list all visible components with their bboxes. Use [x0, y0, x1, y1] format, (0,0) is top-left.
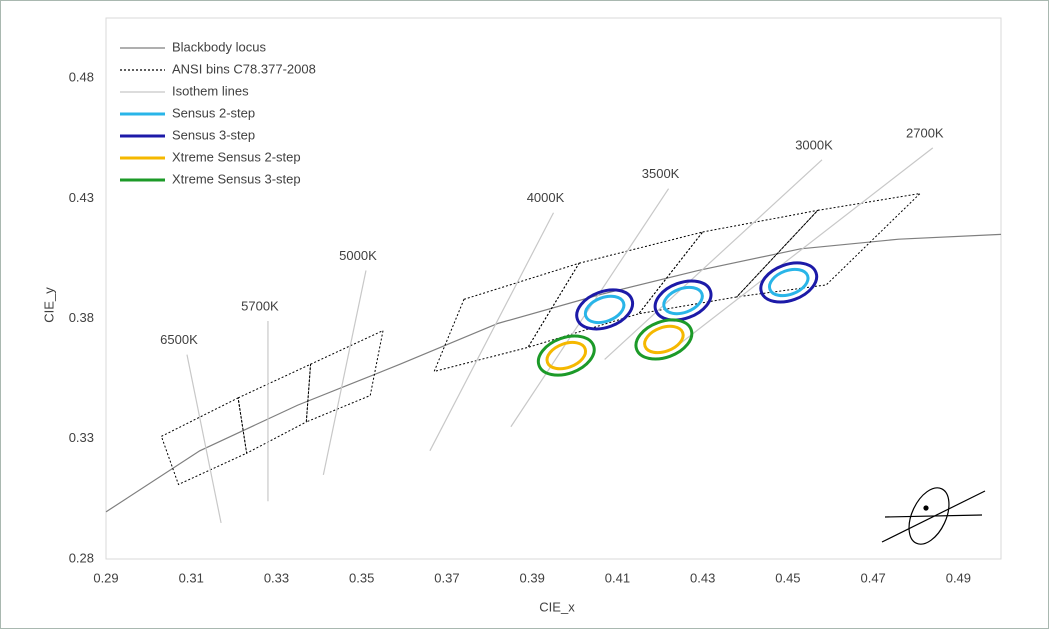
x-tick-label: 0.49 [946, 570, 971, 585]
series-line [429, 212, 555, 452]
y-tick-label: 0.43 [69, 190, 94, 205]
series-line [604, 159, 823, 360]
series-line [105, 233, 1002, 513]
ellipse-icon [881, 487, 986, 545]
series-line [510, 188, 670, 428]
y-tick-label: 0.28 [69, 550, 94, 565]
x-tick-label: 0.37 [434, 570, 459, 585]
x-tick-label: 0.31 [179, 570, 204, 585]
series-line [680, 147, 934, 344]
series-line [322, 270, 367, 475]
x-tick-label: 0.47 [860, 570, 885, 585]
y-tick-label: 0.33 [69, 430, 94, 445]
ellipse [545, 340, 588, 371]
series-line [237, 363, 312, 454]
isotherm-label: 4000K [527, 190, 565, 205]
isotherm-label: 3000K [795, 137, 833, 152]
series-line [186, 354, 222, 524]
x-tick-label: 0.39 [520, 570, 545, 585]
series-line [433, 262, 581, 373]
ellipse [653, 279, 713, 322]
x-tick-label: 0.29 [93, 570, 118, 585]
ellipse [536, 334, 596, 377]
legend-label: Xtreme Sensus 2-step [172, 149, 301, 164]
y-tick-label: 0.38 [69, 310, 94, 325]
series-line [735, 192, 922, 298]
x-tick-label: 0.41 [605, 570, 630, 585]
legend-label: ANSI bins C78.377-2008 [172, 61, 316, 76]
ellipse [767, 267, 810, 298]
series-line [637, 209, 820, 315]
series-line [526, 231, 704, 349]
legend-label: Sensus 3-step [172, 127, 255, 142]
isotherm-label: 3500K [642, 166, 680, 181]
ellipse [643, 324, 685, 355]
ellipse [583, 294, 626, 325]
isotherm-label: 2700K [906, 125, 944, 140]
isotherm-label: 6500K [160, 332, 198, 347]
legend-label: Blackbody locus [172, 39, 266, 54]
x-tick-label: 0.35 [349, 570, 374, 585]
legend-label: Xtreme Sensus 3-step [172, 171, 301, 186]
legend-label: Sensus 2-step [172, 105, 255, 120]
x-tick-label: 0.43 [690, 570, 715, 585]
x-axis-label: CIE_x [539, 599, 575, 614]
x-tick-label: 0.33 [264, 570, 289, 585]
ellipse [662, 285, 704, 316]
isotherm-label: 5000K [339, 248, 377, 263]
x-tick-label: 0.45 [775, 570, 800, 585]
series-line [305, 329, 384, 423]
ellipse [759, 261, 819, 304]
y-axis-label: CIE_y [41, 287, 56, 323]
ellipse [634, 318, 694, 361]
legend-label: Isothem lines [172, 83, 249, 98]
ellipse [575, 288, 635, 331]
isotherm-label: 5700K [241, 298, 279, 313]
plot-area [105, 17, 1002, 560]
y-tick-label: 0.48 [69, 70, 94, 85]
